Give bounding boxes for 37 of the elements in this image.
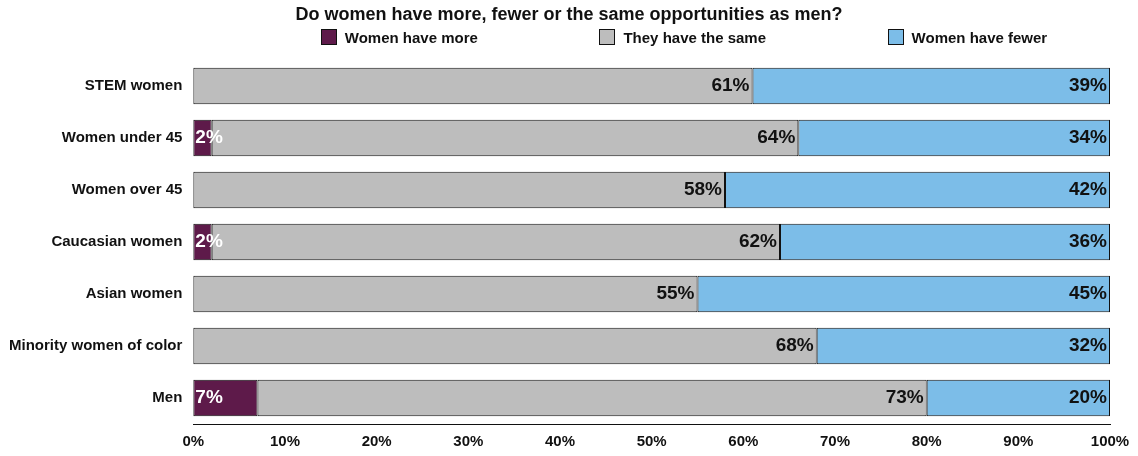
y-tick-label: Women over 45 [71, 180, 183, 198]
y-tick-label: Women under 45 [61, 128, 183, 146]
data-label: 64% [757, 126, 796, 148]
data-label: 58% [683, 178, 723, 200]
x-tick-label: 100% [1090, 432, 1130, 450]
y-tick-label: Men [152, 388, 183, 406]
data-label: 61% [711, 74, 750, 96]
data-label: 7% [195, 386, 223, 408]
x-tick-label: 70% [819, 432, 851, 450]
data-label: 73% [885, 386, 924, 408]
x-tick-label: 50% [636, 432, 667, 450]
x-tick-label: 20% [361, 432, 392, 450]
data-label: 68% [775, 334, 814, 356]
y-tick-label: STEM women [84, 76, 183, 94]
x-tick-label: 90% [1003, 432, 1034, 450]
x-tick-label: 10% [269, 432, 301, 450]
series-label: They have the same [623, 28, 767, 46]
data-label: 45% [1068, 282, 1108, 304]
y-tick-label: Asian women [85, 284, 183, 302]
data-label: 62% [738, 230, 778, 252]
data-label: 55% [656, 282, 695, 304]
x-tick-label: 80% [911, 432, 942, 450]
data-label: 39% [1068, 74, 1108, 96]
chart-title: Do women have more, fewer or the same opportunities as men? [294, 3, 844, 26]
x-tick-label: 40% [544, 432, 576, 450]
y-tick-label: Minority women of color [8, 336, 183, 354]
data-label: 20% [1068, 386, 1108, 408]
x-tick-label: 0% [182, 432, 205, 450]
x-tick-label: 60% [728, 432, 759, 450]
legend-label: Women have fewer [911, 28, 1048, 46]
data-label: 36% [1068, 230, 1108, 252]
data-label: 34% [1068, 126, 1108, 148]
data-label: 42% [1068, 178, 1108, 200]
x-tick-label: 30% [453, 432, 484, 450]
data-label: 32% [1068, 334, 1108, 356]
y-tick-label: Caucasian women [51, 232, 183, 250]
legend-label: Women have more [344, 28, 478, 46]
